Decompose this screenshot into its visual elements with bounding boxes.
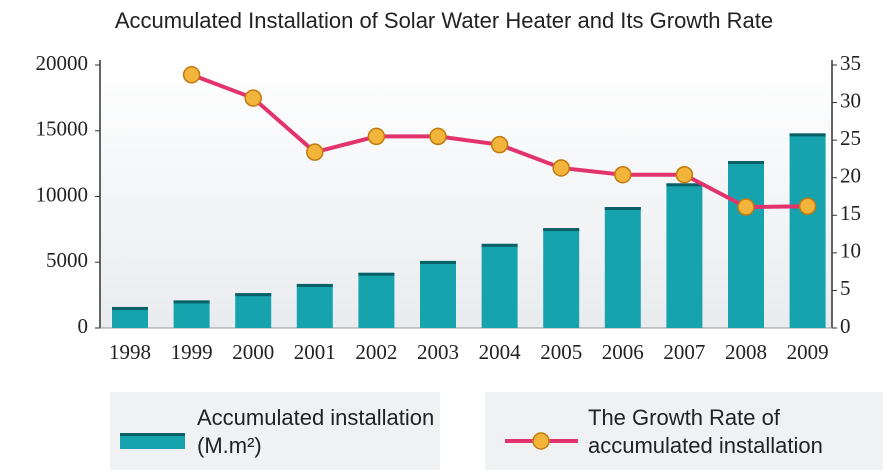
x-tick-label: 2009 <box>787 340 829 364</box>
marker <box>675 165 694 184</box>
y2-tick-label: 30 <box>840 88 861 112</box>
legend-label: Accumulated installation (M.m²) <box>197 405 435 458</box>
bar-cap <box>728 160 764 164</box>
bar <box>358 272 395 328</box>
x-tick-label: 2003 <box>417 340 459 364</box>
y2-tick-label: 35 <box>840 51 861 75</box>
bar <box>296 283 333 328</box>
x-tick-label: 2006 <box>602 340 644 364</box>
bar-cap <box>420 260 456 264</box>
marker <box>429 127 447 146</box>
bar-cap <box>173 300 210 304</box>
bar-cap <box>666 183 703 187</box>
y-tick-label: 20000 <box>36 51 89 75</box>
marker <box>244 89 262 107</box>
y2-tick-label: 10 <box>840 239 861 263</box>
bar <box>789 133 826 328</box>
y2-tick-label: 25 <box>840 126 861 150</box>
bar <box>728 160 764 328</box>
marker <box>737 198 755 216</box>
marker <box>182 66 201 84</box>
chart-title: Accumulated Installation of Solar Water … <box>115 8 773 33</box>
legend-background <box>110 392 440 470</box>
bar <box>173 300 210 328</box>
y-tick-label: 10000 <box>36 182 89 206</box>
legend-swatch <box>532 432 550 450</box>
marker <box>306 143 324 161</box>
x-tick-label: 2000 <box>232 340 274 364</box>
marker <box>552 159 570 177</box>
bar <box>481 243 518 328</box>
bar-cap <box>543 228 580 232</box>
y-tick-label: 15000 <box>36 117 89 141</box>
x-tick-label: 1998 <box>109 340 151 364</box>
marker <box>367 127 386 146</box>
marker <box>614 165 632 184</box>
x-tick-label: 2008 <box>725 340 767 364</box>
bar <box>420 260 456 328</box>
marker <box>490 135 509 154</box>
bar-cap <box>235 293 272 297</box>
plot-background <box>100 60 832 328</box>
y2-tick-label: 15 <box>840 201 861 225</box>
x-tick-label: 2004 <box>479 340 522 364</box>
bar-cap <box>358 272 395 276</box>
bar <box>543 228 580 328</box>
bar <box>235 293 272 328</box>
y-tick-label: 0 <box>78 314 89 338</box>
x-tick-label: 2007 <box>663 340 705 364</box>
marker <box>798 197 817 216</box>
x-tick-label: 2002 <box>355 340 397 364</box>
bar <box>604 207 641 328</box>
bar-cap <box>789 133 826 137</box>
bar-cap <box>604 207 641 211</box>
legend-background <box>485 392 883 470</box>
bar-cap <box>481 243 518 247</box>
y2-tick-label: 20 <box>840 164 861 188</box>
legend-swatch <box>120 433 185 449</box>
legend-label: The Growth Rate of accumulated installat… <box>588 405 823 458</box>
x-tick-label: 2005 <box>540 340 582 364</box>
x-tick-label: 2001 <box>294 340 336 364</box>
x-tick-label: 1999 <box>171 340 213 364</box>
bar-cap <box>112 306 148 310</box>
y2-tick-label: 5 <box>840 276 851 300</box>
bar <box>112 306 148 328</box>
y-tick-label: 5000 <box>46 248 88 272</box>
bar <box>666 183 703 328</box>
y2-tick-label: 0 <box>840 314 851 338</box>
bar-cap <box>296 283 333 287</box>
legend-swatch-cap <box>120 433 185 436</box>
